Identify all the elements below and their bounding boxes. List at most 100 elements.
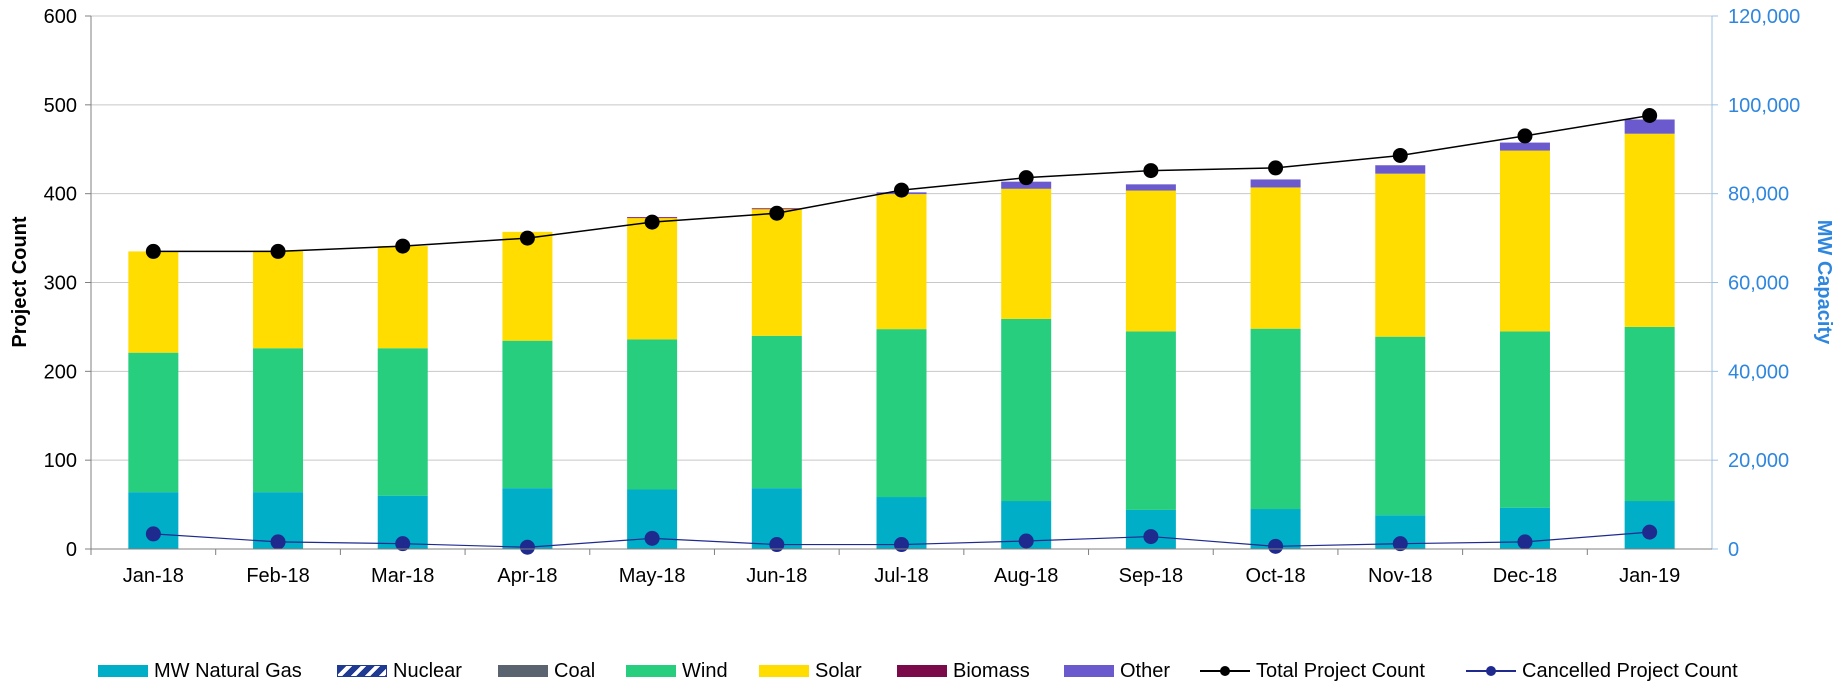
x-tick-label: Nov-18 — [1368, 565, 1432, 587]
bar-mw-natural-gas — [502, 488, 553, 549]
point-total-project-count — [894, 182, 909, 198]
legend-swatch-coal — [498, 665, 548, 677]
point-total-project-count — [145, 243, 161, 259]
legend-label: Nuclear — [393, 659, 462, 682]
bar-wind — [502, 340, 553, 489]
bar-wind — [128, 352, 179, 493]
point-total-project-count — [644, 214, 660, 230]
point-cancelled-project-count — [145, 526, 161, 542]
legend-item-cancelled-project-count: Cancelled Project Count — [1466, 658, 1738, 684]
point-cancelled-project-count — [1392, 536, 1408, 552]
legend-label: Coal — [554, 659, 596, 682]
y-right-tick-label: 60,000 — [1728, 273, 1789, 295]
bar-other — [1624, 119, 1675, 134]
legend-label: Wind — [682, 659, 728, 682]
bar-solar — [1375, 173, 1426, 337]
legend-label: Other — [1120, 659, 1171, 682]
legend-swatch-biomass — [897, 665, 947, 677]
y-left-tick-label: 500 — [44, 95, 77, 117]
x-tick-label: Jun-18 — [746, 565, 807, 587]
y-left-tick-label: 200 — [44, 361, 77, 383]
y-right-tick-label: 100,000 — [1728, 95, 1800, 117]
point-total-project-count — [1517, 128, 1533, 144]
point-total-project-count — [769, 205, 785, 221]
point-total-project-count — [1143, 163, 1159, 179]
legend-swatch-other — [1064, 665, 1114, 677]
legend-item-solar: Solar — [759, 658, 862, 684]
bar-solar — [1624, 133, 1675, 327]
x-tick-label: Jul-18 — [874, 565, 928, 587]
point-cancelled-project-count — [1268, 538, 1284, 554]
legend: MW Natural Gas Nuclear Coal Wind Solar B… — [0, 658, 1847, 684]
legend-item-other: Other — [1064, 658, 1170, 684]
point-cancelled-project-count — [1517, 534, 1533, 550]
legend-label: MW Natural Gas — [154, 659, 302, 682]
x-axis-ticks: Jan-18 Feb-18 Mar-18 Apr-18 May-18 Jun-18 Jul-… — [90, 549, 1680, 587]
point-total-project-count — [1268, 160, 1284, 176]
x-tick-label: Mar-18 — [371, 565, 434, 587]
y-left-tick-label: 400 — [44, 184, 77, 206]
bar-solar — [1499, 150, 1550, 332]
legend-label: Cancelled Project Count — [1522, 659, 1738, 682]
legend-swatch-cancelled-project-count — [1466, 665, 1516, 677]
bar-solar — [1001, 188, 1052, 319]
y-right-tick-label: 20,000 — [1728, 450, 1789, 472]
point-cancelled-project-count — [519, 539, 535, 555]
point-total-project-count — [1392, 147, 1408, 163]
lines — [145, 107, 1658, 555]
legend-item-nuclear: Nuclear — [337, 658, 462, 684]
legend-item-coal: Coal — [498, 658, 595, 684]
legend-item-total-project-count: Total Project Count — [1200, 658, 1425, 684]
bar-other — [1250, 179, 1301, 188]
x-tick-label: Apr-18 — [497, 565, 557, 587]
y-right-tick-label: 80,000 — [1728, 184, 1789, 206]
x-tick-label: Feb-18 — [246, 565, 309, 587]
legend-swatch-total-project-count — [1200, 665, 1250, 677]
bar-solar — [128, 251, 179, 353]
y-left-tick-label: 300 — [44, 273, 77, 295]
y-right-tick-label: 120,000 — [1728, 6, 1800, 28]
bar-solar — [876, 194, 927, 330]
y-left-tick-label: 100 — [44, 450, 77, 472]
bar-wind — [1250, 328, 1301, 510]
legend-item-natural-gas: MW Natural Gas — [98, 658, 302, 684]
point-cancelled-project-count — [1642, 524, 1658, 540]
legend-label: Biomass — [953, 659, 1030, 682]
y-left-tick-label: 600 — [44, 6, 77, 28]
legend-label: Solar — [815, 659, 862, 682]
x-tick-label: Jan-18 — [123, 565, 184, 587]
bar-other — [1375, 165, 1426, 174]
bar-solar — [253, 250, 304, 349]
x-tick-label: Dec-18 — [1493, 565, 1557, 587]
chart: 0 100 200 300 400 500 600 0 20,000 40,000 60,000 8… — [9, 6, 1835, 587]
bar-wind — [1001, 318, 1052, 502]
point-total-project-count — [270, 243, 286, 259]
legend-swatch-nuclear — [337, 665, 387, 677]
legend-swatch-wind — [626, 665, 676, 677]
bar-wind — [253, 348, 304, 493]
legend-item-wind: Wind — [626, 658, 728, 684]
bar-wind — [1125, 331, 1176, 510]
point-total-project-count — [1642, 107, 1658, 123]
point-cancelled-project-count — [1143, 529, 1159, 545]
bar-wind — [751, 335, 802, 489]
legend-item-biomass: Biomass — [897, 658, 1030, 684]
legend-label: Total Project Count — [1256, 659, 1425, 682]
bar-other — [1125, 184, 1176, 191]
point-cancelled-project-count — [395, 536, 411, 552]
x-tick-label: Jan-19 — [1619, 565, 1680, 587]
point-cancelled-project-count — [1018, 533, 1034, 549]
bar-wind — [1499, 331, 1550, 508]
bar-other — [1499, 142, 1550, 151]
point-cancelled-project-count — [270, 534, 286, 550]
bar-solar — [377, 246, 428, 349]
point-cancelled-project-count — [644, 530, 660, 546]
bar-wind — [377, 348, 428, 496]
left-axis-ticks: 0 100 200 300 400 500 600 — [44, 6, 91, 561]
bar-solar — [627, 218, 678, 340]
right-axis-ticks: 0 20,000 40,000 60,000 80,000 100,000 120,000 — [1712, 6, 1800, 561]
point-total-project-count — [1018, 170, 1034, 186]
bar-wind — [1624, 326, 1675, 502]
bar-solar — [502, 231, 553, 341]
x-tick-label: May-18 — [619, 565, 686, 587]
